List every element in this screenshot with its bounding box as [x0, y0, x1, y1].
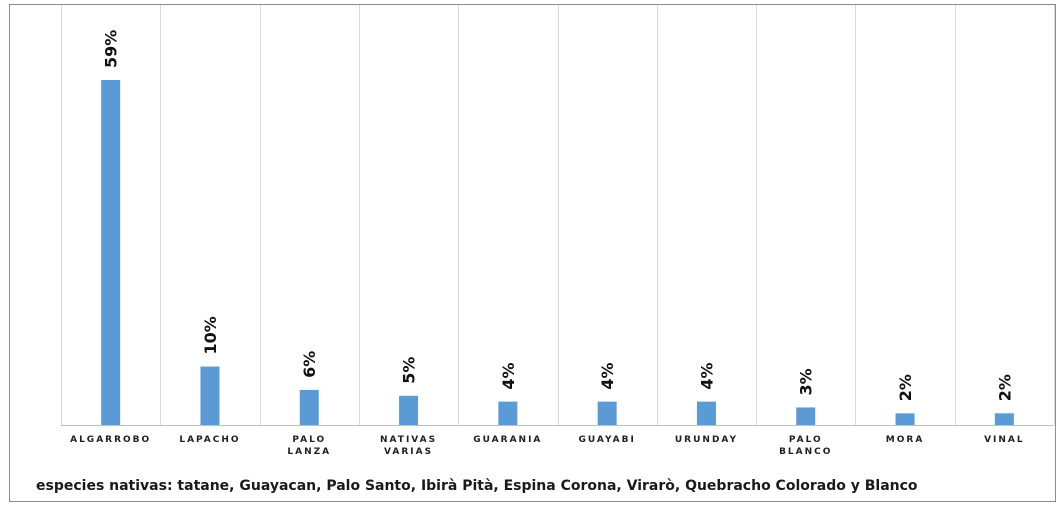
category-label: NATIVAS — [380, 435, 437, 445]
bar — [994, 413, 1014, 425]
bar — [101, 80, 121, 425]
category-label: VINAL — [984, 435, 1025, 445]
data-label: 4% — [598, 362, 617, 389]
data-label: 59% — [102, 30, 121, 68]
data-label: 4% — [499, 362, 518, 389]
category-label: LAPACHO — [179, 435, 240, 445]
chart-frame: 59% ALGARROBO 10% LAPACHO 6% PALO LANZA 5% NATIV… — [9, 4, 1056, 502]
bar — [597, 401, 617, 425]
data-label: 6% — [300, 351, 319, 378]
category-label: ALGARROBO — [70, 435, 151, 445]
bar — [200, 366, 220, 425]
bar — [895, 413, 915, 425]
category-label: LANZA — [287, 447, 331, 457]
data-label: 4% — [697, 362, 716, 389]
bar — [299, 389, 319, 425]
category-label: PALO — [292, 435, 326, 445]
category-label: GUAYABI — [578, 435, 635, 445]
data-label: 10% — [201, 316, 220, 354]
bar — [399, 395, 419, 425]
data-label: 3% — [797, 368, 816, 395]
data-label: 2% — [995, 374, 1014, 401]
data-label: 2% — [896, 374, 915, 401]
category-label: MORA — [886, 435, 925, 445]
category-label: GUARANIA — [473, 435, 542, 445]
category-label: PALO — [789, 435, 823, 445]
bar-chart: 59% ALGARROBO 10% LAPACHO 6% PALO LANZA 5% NATIV… — [61, 5, 1055, 457]
bar — [696, 401, 716, 425]
bar — [796, 407, 816, 425]
category-label: BLANCO — [779, 447, 832, 457]
bar — [498, 401, 518, 425]
data-label: 5% — [400, 357, 419, 384]
category-label: URUNDAY — [675, 435, 738, 445]
footnote: especies nativas: tatane, Guayacan, Palo… — [36, 478, 918, 494]
category-label: VARIAS — [384, 447, 433, 457]
